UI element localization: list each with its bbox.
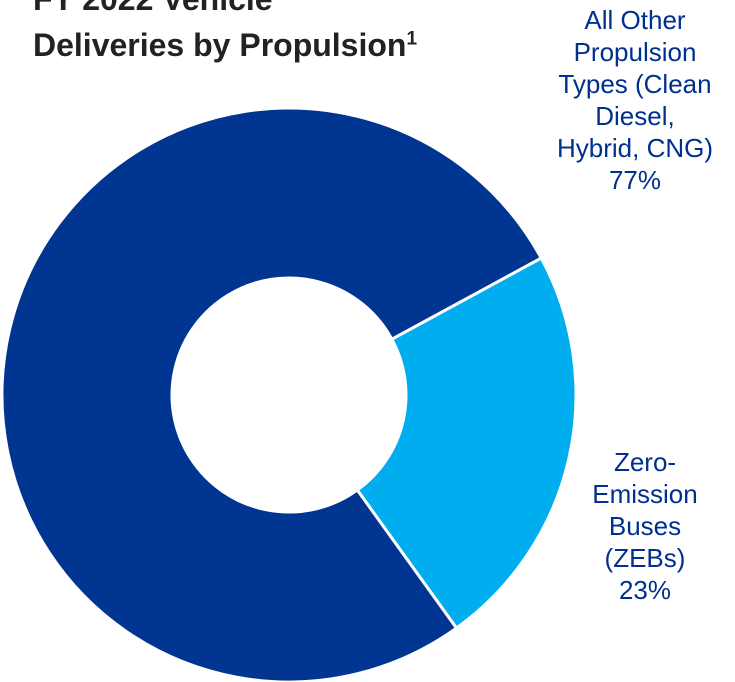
chart-title-line-2: Deliveries by Propulsion1 xyxy=(33,22,553,68)
slice-label-line: (ZEBs) xyxy=(604,543,686,573)
footnote-marker: 1 xyxy=(406,28,418,50)
chart-title: FY 2022 Vehicle Deliveries by Propulsion… xyxy=(33,0,553,68)
slice-label-line: Types (Clean xyxy=(558,69,712,99)
slice-label-line: Hybrid, CNG) xyxy=(556,133,713,163)
chart-title-line-2-text: Deliveries by Propulsion xyxy=(33,27,407,63)
slice-label-zeb: Zero- Emission Buses (ZEBs) 23% xyxy=(560,446,730,606)
slice-value-label: 23% xyxy=(618,575,672,605)
donut-slice-all-other xyxy=(0,106,544,682)
slice-label-line: Zero- xyxy=(613,447,677,477)
slice-value-label: 77% xyxy=(608,165,662,195)
chart-title-line-1: FY 2022 Vehicle xyxy=(33,0,553,22)
slice-label-line: Propulsion xyxy=(573,37,697,67)
slice-label-line: All Other xyxy=(584,5,686,35)
slice-label-line: Buses xyxy=(608,511,682,541)
slice-label-all-other: All Other Propulsion Types (Clean Diesel… xyxy=(535,4,735,196)
slice-label-line: Emission xyxy=(592,479,698,509)
slice-label-line: Diesel, xyxy=(595,101,675,131)
donut-slice-zeb xyxy=(355,256,578,631)
